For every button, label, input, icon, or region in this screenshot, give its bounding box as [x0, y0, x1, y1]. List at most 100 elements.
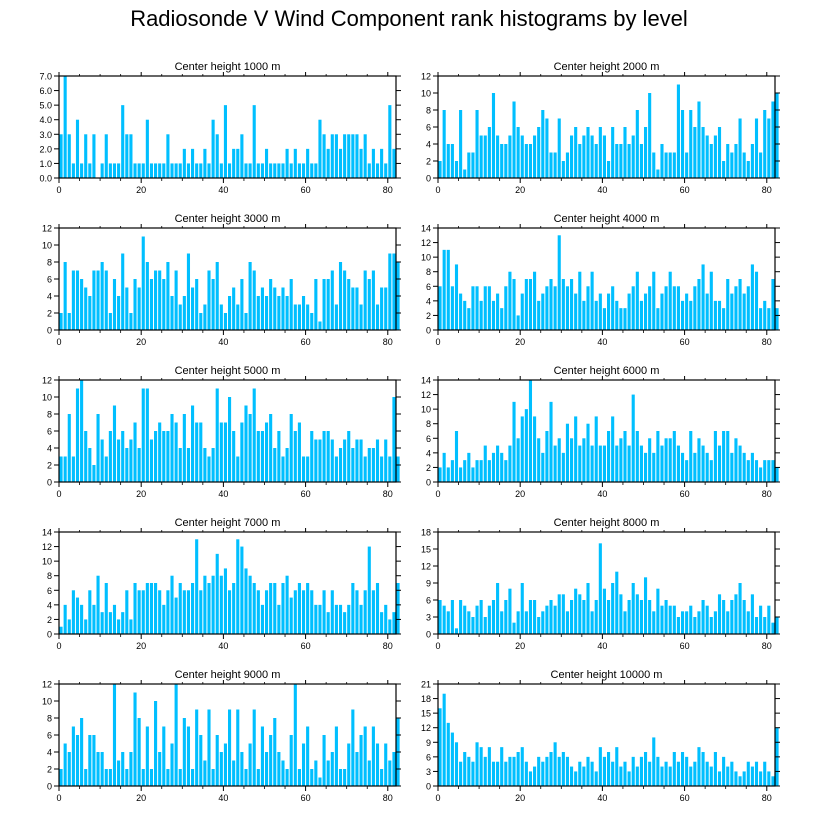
- bar: [680, 110, 685, 178]
- bar: [660, 766, 664, 786]
- bar: [754, 118, 759, 178]
- bar: [545, 118, 549, 178]
- bar: [635, 766, 639, 786]
- panel-title: Center height 5000 m: [175, 365, 281, 377]
- bar: [92, 604, 96, 634]
- bar: [88, 296, 92, 330]
- histogram-panel-7: Center height 7000 m 0 2 4 6 8 10 12 14 0 20 40 60 80: [42, 517, 401, 651]
- bar: [570, 135, 574, 178]
- bar: [269, 583, 273, 634]
- bar: [627, 293, 631, 330]
- bar: [277, 163, 281, 178]
- bar: [158, 163, 162, 178]
- bar: [479, 135, 483, 178]
- bar: [689, 766, 693, 786]
- bar: [643, 293, 648, 330]
- bar: [236, 304, 240, 330]
- y-tick-label: 8: [426, 419, 431, 429]
- y-tick-label: 10: [42, 697, 52, 707]
- bar: [129, 134, 133, 178]
- bar: [750, 264, 754, 330]
- y-tick-label: 6.0: [39, 86, 52, 96]
- bar: [586, 583, 590, 634]
- y-tick-label: 6: [426, 752, 431, 762]
- x-tick-label: 40: [218, 337, 228, 347]
- y-tick-label: 0: [426, 326, 431, 336]
- y-tick-label: 2: [426, 463, 431, 473]
- bar: [301, 743, 306, 786]
- bar: [594, 771, 598, 786]
- bar: [125, 448, 129, 482]
- bar: [84, 134, 88, 178]
- bar: [565, 611, 570, 634]
- bar: [141, 388, 145, 482]
- bar: [59, 626, 63, 634]
- x-tick-label: 20: [136, 185, 146, 195]
- bar: [223, 568, 227, 634]
- bar: [582, 600, 586, 634]
- bar: [154, 583, 158, 634]
- y-tick-label: 10: [421, 253, 431, 263]
- bar: [759, 152, 763, 178]
- bar: [705, 761, 709, 786]
- bar: [742, 600, 746, 634]
- bar: [297, 769, 301, 786]
- bar: [273, 163, 277, 178]
- bar: [750, 452, 754, 482]
- y-tick-label: 4.0: [39, 115, 52, 125]
- bar: [244, 769, 248, 786]
- x-tick-label: 80: [383, 793, 393, 803]
- bar: [475, 605, 479, 634]
- x-tick-label: 0: [56, 185, 61, 195]
- bar: [631, 394, 635, 482]
- x-tick-label: 60: [301, 489, 311, 499]
- bar: [561, 752, 565, 786]
- bar: [59, 769, 63, 786]
- bar: [158, 752, 162, 786]
- bar: [635, 431, 639, 482]
- bar: [121, 752, 125, 786]
- bar: [392, 253, 396, 330]
- bar: [639, 445, 643, 482]
- bar: [154, 270, 158, 330]
- bar: [701, 264, 705, 330]
- bar: [170, 743, 174, 786]
- bar: [273, 583, 277, 634]
- y-tick-label: 3.0: [39, 130, 52, 140]
- bar: [293, 590, 297, 634]
- bar: [615, 747, 619, 786]
- bar: [697, 438, 701, 482]
- bar: [281, 456, 285, 482]
- bar: [264, 148, 269, 178]
- bar: [549, 401, 553, 482]
- panel-title: Center height 9000 m: [175, 669, 281, 681]
- bar: [611, 127, 615, 178]
- bar: [685, 460, 689, 482]
- bar: [487, 747, 491, 786]
- bar: [195, 279, 199, 330]
- y-tick-label: 8: [47, 410, 52, 420]
- bar: [80, 718, 84, 786]
- bar: [574, 771, 578, 786]
- y-tick-label: 6: [47, 275, 52, 285]
- bar: [627, 600, 631, 634]
- bar: [326, 431, 330, 482]
- bar: [611, 761, 615, 786]
- bar: [211, 279, 215, 330]
- x-tick-label: 80: [383, 641, 393, 651]
- bar: [565, 286, 570, 330]
- bar: [174, 597, 178, 634]
- bar: [211, 448, 215, 482]
- bar: [367, 163, 371, 178]
- bar: [318, 439, 322, 482]
- bar: [446, 722, 450, 786]
- bar: [117, 439, 121, 482]
- histogram-panel-2: Center height 2000 m 0 2 4 6 8 10 12 0 20 40 60 80: [421, 61, 780, 195]
- x-tick-label: 20: [136, 793, 146, 803]
- bar: [570, 438, 574, 482]
- bar: [174, 270, 178, 330]
- bar: [742, 152, 746, 178]
- x-tick-label: 20: [136, 337, 146, 347]
- bar: [483, 286, 487, 330]
- x-tick-label: 40: [218, 489, 228, 499]
